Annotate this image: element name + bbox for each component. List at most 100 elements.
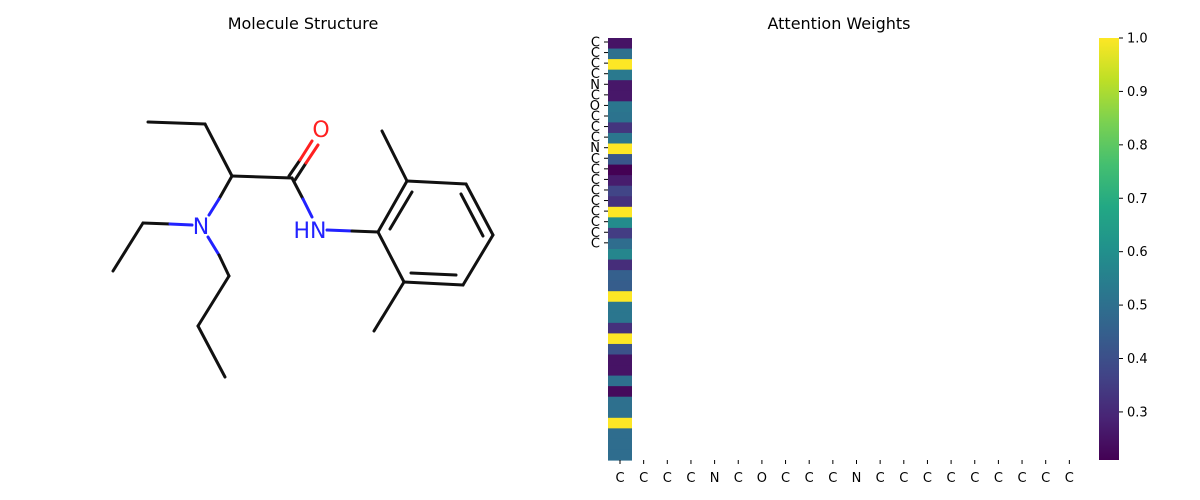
heatmap-cell [608, 449, 632, 461]
heatmap-cell [608, 164, 632, 176]
heatmap-cell [608, 322, 632, 334]
heatmap-cell [608, 206, 632, 218]
colorbar-tick-label: 0.3 [1127, 405, 1148, 420]
bond [230, 174, 294, 180]
colorbar-tick-label: 0.8 [1127, 138, 1148, 153]
bond [376, 230, 406, 284]
heatmap [608, 38, 632, 461]
heatmap-cell [608, 227, 632, 240]
y-tick-label: C [591, 88, 600, 103]
heatmap-cell [608, 365, 632, 377]
molecule-structure: O N HN [111, 118, 495, 379]
heatmap-cell [608, 143, 632, 155]
y-tick-label: N [590, 78, 600, 93]
bond [325, 228, 354, 233]
heatmap-cell [608, 354, 632, 366]
colorbar-ticks: 0.3 0.4 0.5 0.6 0.7 0.8 0.9 1.0 [1119, 32, 1148, 420]
y-tick-label: C [591, 152, 600, 167]
heatmap-cell [608, 259, 632, 271]
x-tick-label: C [663, 471, 672, 486]
bond [301, 197, 314, 219]
x-tick-label: C [734, 471, 743, 486]
x-tick-label: C [781, 471, 790, 486]
y-tick-label: C [591, 205, 600, 220]
x-tick-label: N [852, 471, 862, 486]
x-tick-label: C [994, 471, 1003, 486]
y-tick-label: C [591, 46, 600, 61]
x-tick-label: O [757, 471, 767, 486]
y-tick-label: O [590, 99, 600, 114]
bond [217, 253, 231, 278]
heatmap-cell [608, 101, 632, 113]
y-tick-label: C [591, 131, 600, 146]
heatmap-cell [608, 301, 632, 313]
heatmap-cell [608, 280, 632, 292]
heatmap-cell [608, 48, 632, 60]
x-tick-label: C [828, 471, 837, 486]
bond [459, 192, 485, 238]
colorbar-tick-label: 0.7 [1127, 192, 1148, 207]
colorbar [1099, 38, 1119, 460]
bond [146, 120, 207, 126]
bond [141, 221, 172, 226]
bond [376, 179, 409, 234]
heatmap-cell [608, 185, 632, 197]
x-tick-label: C [876, 471, 885, 486]
bond [196, 324, 227, 379]
colorbar-tick-label: 0.9 [1127, 85, 1148, 100]
heatmap-cell [608, 38, 632, 50]
atom-label-nitrogen: N [193, 215, 209, 240]
heatmap-cell [608, 80, 632, 92]
x-tick-label: N [710, 471, 720, 486]
molecule-bonds [111, 120, 495, 379]
x-tick-label: C [639, 471, 648, 486]
bond [217, 174, 234, 201]
heatmap-cell [608, 238, 632, 250]
x-tick-label: C [686, 471, 695, 486]
bond [380, 129, 409, 183]
bond [111, 221, 145, 273]
y-tick-label: C [591, 57, 600, 72]
colorbar-tick-label: 1.0 [1127, 32, 1148, 47]
atom-label-amide-nh: HN [294, 219, 327, 244]
x-tick-label: C [615, 471, 624, 486]
x-tick-label: C [923, 471, 932, 486]
x-tick-label: C [970, 471, 979, 486]
atom-label-oxygen: O [312, 118, 329, 143]
y-tick-label: N [590, 141, 600, 156]
y-tick-label: C [591, 173, 600, 188]
bond [207, 197, 221, 217]
heatmap-cell [608, 59, 632, 71]
heatmap-cell [608, 438, 632, 451]
y-tick-label: C [591, 215, 600, 230]
attention-title: Attention Weights [767, 14, 910, 33]
x-tick-label: C [1065, 471, 1074, 486]
heatmap-cell [608, 375, 632, 387]
heatmap-cell [608, 111, 632, 123]
bond [203, 122, 234, 178]
y-tick-label: C [591, 67, 600, 82]
heatmap-cell [608, 417, 632, 429]
heatmap-cell [608, 175, 632, 187]
bond [168, 222, 194, 227]
y-tick-label: C [591, 36, 600, 51]
bond [402, 280, 465, 287]
heatmap-cell [608, 154, 632, 166]
bond [206, 235, 221, 257]
bond [464, 182, 495, 237]
heatmap-cell [608, 90, 632, 102]
x-tick-label: C [899, 471, 908, 486]
bond [461, 233, 495, 287]
heatmap-cell [608, 407, 632, 419]
heatmap-cell [608, 291, 632, 303]
bond [293, 161, 308, 182]
heatmap-cell [608, 312, 632, 324]
x-tick-label: C [947, 471, 956, 486]
heatmap-cell [608, 343, 632, 356]
heatmap-cell [608, 249, 632, 261]
heatmap-cell [608, 386, 632, 398]
molecule-title: Molecule Structure [228, 14, 379, 33]
